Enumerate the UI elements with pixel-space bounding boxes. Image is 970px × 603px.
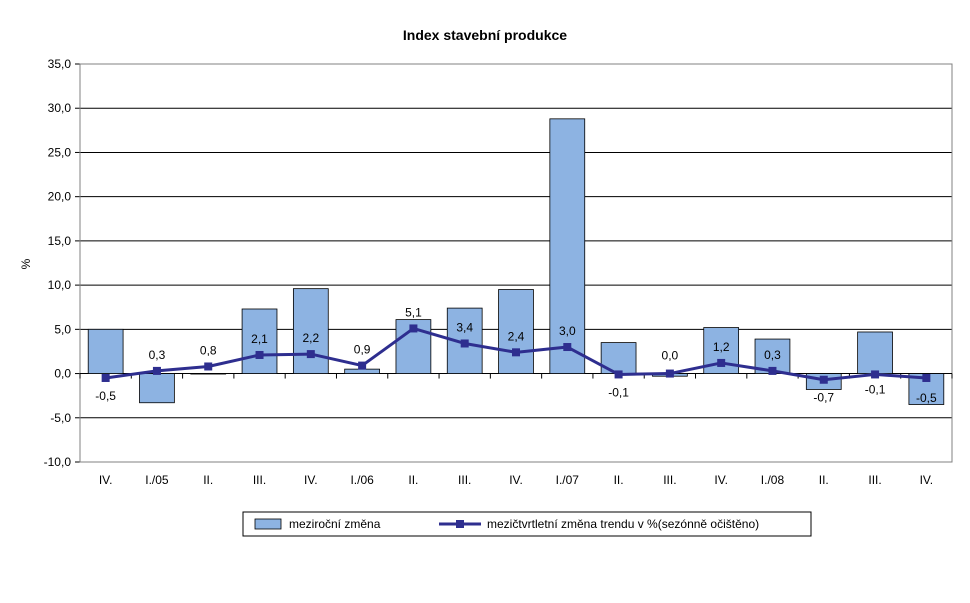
x-tick-label: III. <box>253 473 266 487</box>
y-tick-label: 20,0 <box>48 190 72 204</box>
legend-label-bar: meziroční změna <box>289 517 381 531</box>
data-label: 2,2 <box>302 331 319 345</box>
data-label: 0,3 <box>764 348 781 362</box>
y-tick-label: 25,0 <box>48 145 72 159</box>
x-tick-label: IV. <box>99 473 113 487</box>
x-tick-label: IV. <box>509 473 523 487</box>
trend-marker <box>101 373 110 382</box>
bar <box>344 368 380 374</box>
bar <box>190 373 227 375</box>
data-label: -0,1 <box>865 382 886 396</box>
legend-swatch-bar <box>254 518 282 530</box>
bar <box>395 319 432 374</box>
trend-marker <box>768 366 777 375</box>
x-tick-label: IV. <box>304 473 318 487</box>
trend-marker <box>819 375 828 384</box>
trend-marker <box>409 324 418 333</box>
data-label: 3,0 <box>559 324 576 338</box>
x-tick-label: I./07 <box>556 473 580 487</box>
plot-border <box>79 63 953 463</box>
data-label: 2,4 <box>508 329 525 343</box>
y-tick-label: -10,0 <box>44 455 72 469</box>
trend-marker <box>255 350 264 359</box>
plot-area: -10,0 -5,0 0,0 5,0 10,0 15,0 20,0 25,0 30,0 35,0 I… <box>44 57 953 487</box>
data-label: 0,0 <box>662 349 679 363</box>
y-tick-label: 10,0 <box>48 278 72 292</box>
x-tick-label: IV. <box>920 473 934 487</box>
y-tick-label: 15,0 <box>48 234 72 248</box>
x-tick-label: II. <box>819 473 829 487</box>
x-tick-label: III. <box>458 473 471 487</box>
x-tick-label: I./05 <box>145 473 169 487</box>
trend-marker <box>871 370 880 379</box>
trend-marker <box>358 361 367 370</box>
x-tick-label: IV. <box>714 473 728 487</box>
bar <box>549 118 586 374</box>
plot-background <box>80 64 952 462</box>
data-label: -0,7 <box>813 391 834 405</box>
legend-label-line: mezičtvrtletní změna trendu v %(sezónně … <box>487 517 759 531</box>
x-tick-label: III. <box>868 473 881 487</box>
trend-marker <box>717 358 726 367</box>
y-axis-label: % <box>19 258 33 269</box>
trend-marker <box>665 369 674 378</box>
x-tick-label: I./08 <box>761 473 785 487</box>
data-label: 5,1 <box>405 305 422 319</box>
x-tick-label: I./06 <box>350 473 374 487</box>
y-tick-label: 30,0 <box>48 101 72 115</box>
bar <box>241 308 278 374</box>
trend-marker <box>460 339 469 348</box>
chart-title: Index stavební produkce <box>403 27 567 43</box>
data-label: 1,2 <box>713 340 730 354</box>
bar <box>139 373 175 404</box>
bar <box>857 331 893 374</box>
bar <box>292 288 329 374</box>
y-tick-label: 5,0 <box>54 322 71 336</box>
data-label: -0,5 <box>916 391 937 405</box>
trend-marker <box>152 366 161 375</box>
trend-marker <box>204 362 213 371</box>
x-tick-label: III. <box>663 473 676 487</box>
legend-box <box>242 511 812 537</box>
data-label: 0,8 <box>200 343 217 357</box>
data-label: -0,5 <box>95 389 116 403</box>
trend-marker <box>563 343 572 352</box>
legend-swatch-marker <box>456 520 464 528</box>
trend-marker <box>306 350 315 359</box>
data-label: 0,9 <box>354 343 371 357</box>
trend-marker <box>614 370 623 379</box>
y-tick-label: 0,0 <box>54 367 71 381</box>
legend: meziroční změna mezičtvrtletní změna tren… <box>242 511 812 537</box>
y-tick-label: 35,0 <box>48 57 72 71</box>
x-tick-label: II. <box>614 473 624 487</box>
data-label: -0,1 <box>608 385 629 399</box>
y-tick-label: -5,0 <box>50 411 71 425</box>
trend-marker <box>512 348 520 357</box>
x-tick-label: II. <box>203 473 213 487</box>
data-label: 0,3 <box>149 348 166 362</box>
data-label: 3,4 <box>456 320 473 334</box>
data-label: 2,1 <box>251 332 268 346</box>
trend-marker <box>922 373 931 382</box>
bar <box>498 289 534 374</box>
bar <box>87 328 124 374</box>
x-tick-label: II. <box>408 473 418 487</box>
